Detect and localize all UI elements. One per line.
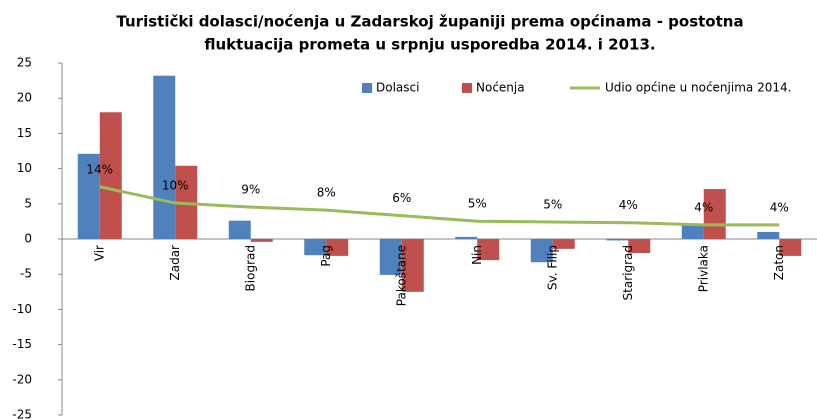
x-tick-label: Biograd bbox=[243, 245, 257, 291]
legend-label: Noćenja bbox=[476, 81, 525, 95]
bar bbox=[552, 239, 575, 249]
chart-title: fluktuacija prometa u srpnju usporedba 2… bbox=[204, 36, 655, 54]
line bbox=[99, 185, 780, 227]
data-label: 5% bbox=[543, 197, 562, 211]
data-label: 4% bbox=[770, 200, 789, 214]
bar bbox=[477, 239, 500, 261]
x-tick-label: Pag bbox=[319, 245, 333, 267]
x-tick-label: Vir bbox=[92, 245, 106, 261]
x-tick-label: Nin bbox=[470, 245, 484, 265]
bar bbox=[530, 239, 553, 263]
y-tick-label: 15 bbox=[17, 126, 32, 140]
y-tick-label: 0 bbox=[24, 232, 32, 246]
data-label: 4% bbox=[619, 198, 638, 212]
bar bbox=[228, 220, 251, 239]
x-tick-label: Starigrad bbox=[621, 245, 635, 300]
data-label: 10% bbox=[162, 179, 189, 193]
legend-swatch bbox=[462, 83, 472, 93]
bar bbox=[304, 239, 327, 256]
legend-label: Dolasci bbox=[376, 81, 419, 95]
bar bbox=[99, 112, 122, 239]
y-tick-label: -15 bbox=[12, 337, 32, 351]
bar bbox=[779, 239, 802, 256]
y-tick-label: -5 bbox=[20, 267, 32, 281]
x-tick-label: Zadar bbox=[168, 245, 182, 281]
bar bbox=[77, 153, 100, 239]
data-label: 9% bbox=[241, 183, 260, 197]
bar bbox=[703, 189, 726, 239]
legend-label: Udio općine u noćenjima 2014. bbox=[605, 81, 791, 95]
bar bbox=[250, 239, 273, 242]
data-label: 14% bbox=[86, 162, 113, 176]
y-tick-label: -25 bbox=[12, 408, 32, 419]
x-tick-label: Zaton bbox=[772, 245, 786, 280]
bar bbox=[681, 224, 704, 239]
y-tick-label: 5 bbox=[24, 196, 32, 210]
bar bbox=[401, 239, 424, 292]
y-tick-label: -20 bbox=[12, 372, 32, 386]
bar bbox=[606, 239, 629, 241]
y-tick-label: 25 bbox=[17, 56, 32, 70]
bar bbox=[757, 231, 780, 239]
data-label: 8% bbox=[317, 186, 336, 200]
bar bbox=[153, 75, 176, 239]
chart-title: Turistički dolasci/noćenja u Zadarskoj ž… bbox=[116, 13, 743, 31]
data-label: 5% bbox=[468, 197, 487, 211]
legend-swatch bbox=[362, 83, 372, 93]
y-tick-label: -10 bbox=[12, 302, 32, 316]
bar bbox=[326, 239, 349, 256]
x-tick-label: Privlaka bbox=[696, 245, 710, 292]
bar bbox=[379, 239, 402, 275]
data-label: 6% bbox=[392, 191, 411, 205]
x-tick-label: Sv. Filip bbox=[545, 245, 559, 290]
y-tick-label: 20 bbox=[17, 91, 32, 105]
data-label: 4% bbox=[694, 200, 713, 214]
x-tick-label: Pakoštane bbox=[394, 245, 408, 306]
y-tick-label: 10 bbox=[17, 161, 32, 175]
bar bbox=[628, 239, 651, 254]
bar bbox=[455, 236, 478, 239]
